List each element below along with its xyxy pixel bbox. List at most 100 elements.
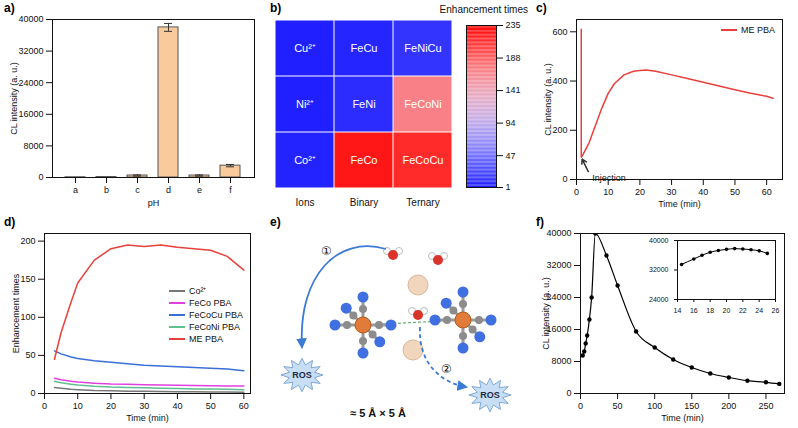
svg-text:24000: 24000 — [18, 78, 43, 88]
svg-text:CL intensity (a. u.): CL intensity (a. u.) — [9, 62, 19, 135]
svg-text:16000: 16000 — [18, 109, 43, 119]
svg-text:32000: 32000 — [546, 260, 571, 270]
svg-text:FeCoNi: FeCoNi — [404, 98, 441, 110]
svg-text:30: 30 — [667, 187, 677, 197]
svg-text:235: 235 — [506, 20, 521, 30]
svg-text:150: 150 — [684, 401, 699, 411]
svg-text:Injection: Injection — [592, 173, 626, 183]
svg-text:d: d — [166, 185, 171, 195]
svg-text:18: 18 — [706, 307, 714, 313]
html-text:a): a) — [4, 1, 15, 15]
svg-text:24: 24 — [755, 307, 763, 313]
svg-text:e: e — [197, 185, 202, 195]
svg-text:32000: 32000 — [649, 266, 669, 273]
svg-text:Binary: Binary — [350, 197, 378, 208]
svg-text:Ions: Ions — [296, 197, 315, 208]
svg-text:20: 20 — [723, 307, 731, 313]
svg-text:16: 16 — [690, 307, 698, 313]
svg-text:24000: 24000 — [546, 292, 572, 303]
html-text:FeCo PBA: FeCo PBA — [189, 298, 232, 308]
svg-text:26: 26 — [772, 307, 780, 313]
svg-text:400: 400 — [552, 76, 567, 86]
svg-text:0: 0 — [30, 388, 35, 398]
svg-text:60: 60 — [239, 401, 249, 411]
svg-text:150: 150 — [20, 274, 35, 284]
svg-text:Cu²⁺: Cu²⁺ — [294, 42, 316, 54]
svg-text:40000: 40000 — [18, 14, 43, 24]
svg-text:10: 10 — [73, 401, 83, 411]
svg-text:50: 50 — [613, 401, 623, 411]
svg-text:0: 0 — [42, 401, 47, 411]
svg-text:8000: 8000 — [23, 141, 43, 151]
svg-text:20: 20 — [106, 401, 116, 411]
svg-text:Co²⁺: Co²⁺ — [294, 154, 316, 166]
svg-text:16000: 16000 — [546, 324, 572, 335]
svg-text:32000: 32000 — [18, 46, 43, 56]
svg-text:20: 20 — [635, 187, 645, 197]
svg-text:ROS: ROS — [292, 370, 312, 380]
svg-text:200: 200 — [721, 401, 736, 411]
svg-text:50: 50 — [730, 187, 740, 197]
svg-text:0: 0 — [566, 388, 571, 398]
svg-text:24000: 24000 — [649, 296, 669, 303]
svg-text:0: 0 — [562, 174, 567, 184]
svg-text:200: 200 — [552, 125, 567, 135]
html-text:Enhancement times: Enhancement times — [439, 4, 528, 15]
svg-text:①: ① — [321, 244, 332, 258]
svg-text:Enhancement times: Enhancement times — [11, 273, 21, 353]
svg-text:Time (min): Time (min) — [658, 199, 701, 209]
svg-text:600: 600 — [552, 27, 567, 37]
svg-text:Time (min): Time (min) — [661, 413, 704, 423]
svg-text:30: 30 — [139, 401, 149, 411]
svg-text:a: a — [73, 185, 78, 195]
svg-text:22: 22 — [739, 307, 747, 313]
svg-text:FeCo: FeCo — [351, 154, 378, 166]
html-text:FeCoCu PBA: FeCoCu PBA — [189, 310, 243, 320]
svg-text:47: 47 — [506, 151, 516, 161]
svg-text:FeNiCu: FeNiCu — [404, 42, 441, 54]
svg-text:FeCu: FeCu — [351, 42, 378, 54]
html-text:ME PBA: ME PBA — [741, 25, 775, 35]
svg-text:10: 10 — [603, 187, 613, 197]
html-text:Co²⁺: Co²⁺ — [189, 286, 207, 296]
svg-text:b: b — [104, 185, 109, 195]
svg-text:40000: 40000 — [546, 228, 571, 238]
svg-text:②: ② — [441, 362, 452, 376]
svg-text:141: 141 — [506, 85, 521, 95]
svg-text:Ternary: Ternary — [406, 197, 439, 208]
svg-text:40: 40 — [172, 401, 182, 411]
svg-text:188: 188 — [506, 53, 521, 63]
svg-text:40: 40 — [698, 187, 708, 197]
svg-text:FeCoCu: FeCoCu — [403, 154, 444, 166]
html-text:b): b) — [270, 1, 282, 15]
svg-text:100: 100 — [20, 312, 35, 322]
svg-text:Ni²⁺: Ni²⁺ — [296, 98, 314, 110]
svg-text:CL intensity (a. u.): CL intensity (a. u.) — [541, 277, 551, 350]
svg-text:c: c — [135, 185, 140, 195]
svg-text:pH: pH — [148, 198, 160, 208]
svg-text:40000: 40000 — [649, 237, 669, 244]
html-text:d): d) — [4, 215, 16, 229]
svg-text:ROS: ROS — [480, 390, 500, 400]
svg-text:0: 0 — [38, 172, 43, 182]
svg-text:50: 50 — [206, 401, 216, 411]
svg-text:FeNi: FeNi — [352, 98, 375, 110]
svg-text:≈ 5 Å × 5 Å: ≈ 5 Å × 5 Å — [350, 407, 406, 419]
svg-text:250: 250 — [758, 401, 773, 411]
svg-text:100: 100 — [647, 401, 662, 411]
svg-text:60: 60 — [762, 187, 772, 197]
svg-text:94: 94 — [506, 118, 516, 128]
svg-text:200: 200 — [20, 236, 35, 246]
html-text:e): e) — [270, 215, 281, 229]
svg-text:50: 50 — [25, 350, 35, 360]
svg-text:8000: 8000 — [551, 356, 571, 366]
svg-text:14: 14 — [674, 307, 682, 313]
svg-text:CL intensity (a. u.): CL intensity (a. u.) — [543, 63, 553, 136]
svg-text:f: f — [229, 185, 232, 195]
html-text:c): c) — [536, 1, 547, 15]
html-text:FeCoNi PBA: FeCoNi PBA — [189, 322, 240, 332]
svg-text:Time (min): Time (min) — [126, 413, 169, 423]
svg-text:0: 0 — [574, 187, 579, 197]
svg-text:0: 0 — [578, 401, 583, 411]
svg-text:1: 1 — [506, 182, 511, 192]
